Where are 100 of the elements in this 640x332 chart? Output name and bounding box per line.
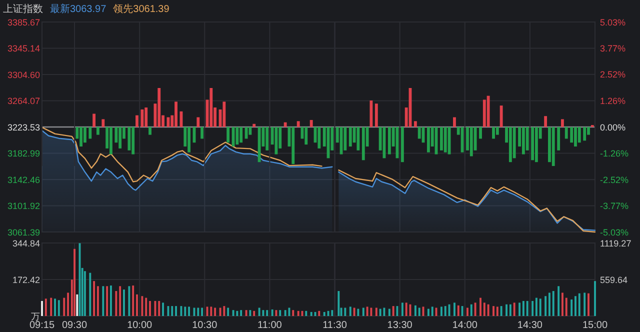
y-tick-label: 344.84	[12, 238, 40, 248]
bar	[200, 127, 204, 139]
bar	[222, 102, 226, 127]
y-tick-label: 3061.39	[7, 227, 40, 238]
bar	[304, 127, 308, 145]
bar	[158, 88, 161, 127]
bar	[102, 119, 105, 127]
bar	[240, 127, 243, 143]
bar	[508, 127, 512, 162]
bar	[83, 127, 86, 143]
y-tick-label: 3345.14	[7, 44, 40, 54]
bar	[578, 127, 581, 143]
bar	[548, 127, 551, 162]
text: 最新3063.97	[50, 3, 107, 15]
x-tick-label: 10:00	[127, 320, 153, 331]
bar	[96, 127, 100, 135]
y-tick-label: 172.42	[12, 274, 40, 285]
bar	[534, 127, 538, 162]
bar	[564, 127, 568, 139]
bar	[252, 124, 256, 127]
bar	[453, 117, 456, 127]
bar	[318, 127, 321, 148]
y2-tick-label: -5.03%	[600, 227, 629, 238]
x-tick-label: 10:30	[192, 320, 218, 331]
bar	[382, 127, 386, 158]
bar	[526, 127, 529, 150]
bar	[188, 127, 190, 152]
bar	[266, 127, 269, 150]
x-tick-label: 09:15	[29, 320, 55, 331]
bar	[388, 127, 391, 154]
bar	[92, 114, 96, 127]
bar	[552, 127, 555, 166]
bar	[248, 127, 252, 135]
y2-tick-label: 0.00%	[600, 122, 626, 132]
bar	[348, 127, 352, 146]
bar	[118, 127, 122, 148]
bar	[292, 127, 295, 164]
bar	[136, 115, 138, 127]
bar	[414, 121, 417, 127]
bar	[310, 120, 313, 127]
bar	[486, 96, 490, 127]
bar	[400, 127, 404, 162]
bar	[479, 127, 482, 139]
bar	[128, 127, 131, 150]
y-tick-label: 3223.53	[7, 122, 40, 132]
y-tick-label: 3101.92	[7, 201, 40, 212]
bar	[148, 127, 152, 135]
bar	[482, 100, 486, 127]
bar	[570, 127, 574, 143]
x-tick-label: 15:00	[582, 320, 608, 331]
x-tick-label: 13:30	[387, 320, 413, 331]
bar	[110, 127, 112, 154]
y2-tick-label: -3.77%	[600, 201, 629, 211]
y2-tick-label: 3.77%	[600, 44, 626, 54]
y-tick-label: 3304.60	[7, 70, 40, 80]
bar	[418, 127, 421, 139]
text: 领先3061.39	[113, 3, 170, 15]
bar	[492, 127, 495, 139]
y-tick-label: 3385.67	[7, 17, 40, 28]
line-series	[41, 126, 322, 182]
bar	[236, 127, 239, 145]
bar	[284, 122, 287, 127]
bar	[583, 127, 586, 141]
x-tick-label: 09:30	[62, 320, 88, 331]
bar	[258, 127, 261, 162]
y2-tick-label: 2.52%	[600, 70, 626, 80]
y2-tick-label: 559.64	[600, 274, 628, 285]
y-tick-label: 3142.46	[7, 174, 40, 185]
bar	[80, 127, 82, 146]
x-tick-label: 11:30	[322, 320, 348, 331]
bar	[531, 127, 534, 160]
bar	[226, 127, 230, 143]
bar	[344, 127, 347, 150]
bar	[356, 127, 360, 150]
bar	[140, 109, 144, 127]
bar	[362, 127, 365, 160]
bar	[512, 127, 516, 158]
bar	[574, 127, 577, 146]
bar	[374, 104, 378, 127]
bar	[370, 100, 373, 127]
bar	[274, 127, 278, 154]
bar	[426, 127, 430, 152]
bar	[496, 127, 499, 135]
chart-title: 上证指数	[3, 3, 43, 15]
bar	[144, 108, 148, 127]
bar	[88, 127, 92, 139]
bar	[440, 127, 443, 150]
y2-tick-label: -1.26%	[600, 148, 629, 159]
x-tick-label: 14:30	[517, 320, 543, 331]
bar	[210, 88, 213, 127]
bar	[174, 102, 178, 127]
bar	[132, 127, 135, 154]
y-tick-label: 万	[31, 311, 40, 322]
y-tick-label: 3264.07	[7, 96, 40, 106]
bar	[444, 127, 447, 152]
bar	[544, 116, 548, 127]
y2-tick-label: 1.26%	[600, 96, 626, 106]
x-tick-label: 11:00	[258, 320, 282, 331]
bar	[557, 127, 560, 150]
bar	[500, 106, 503, 127]
